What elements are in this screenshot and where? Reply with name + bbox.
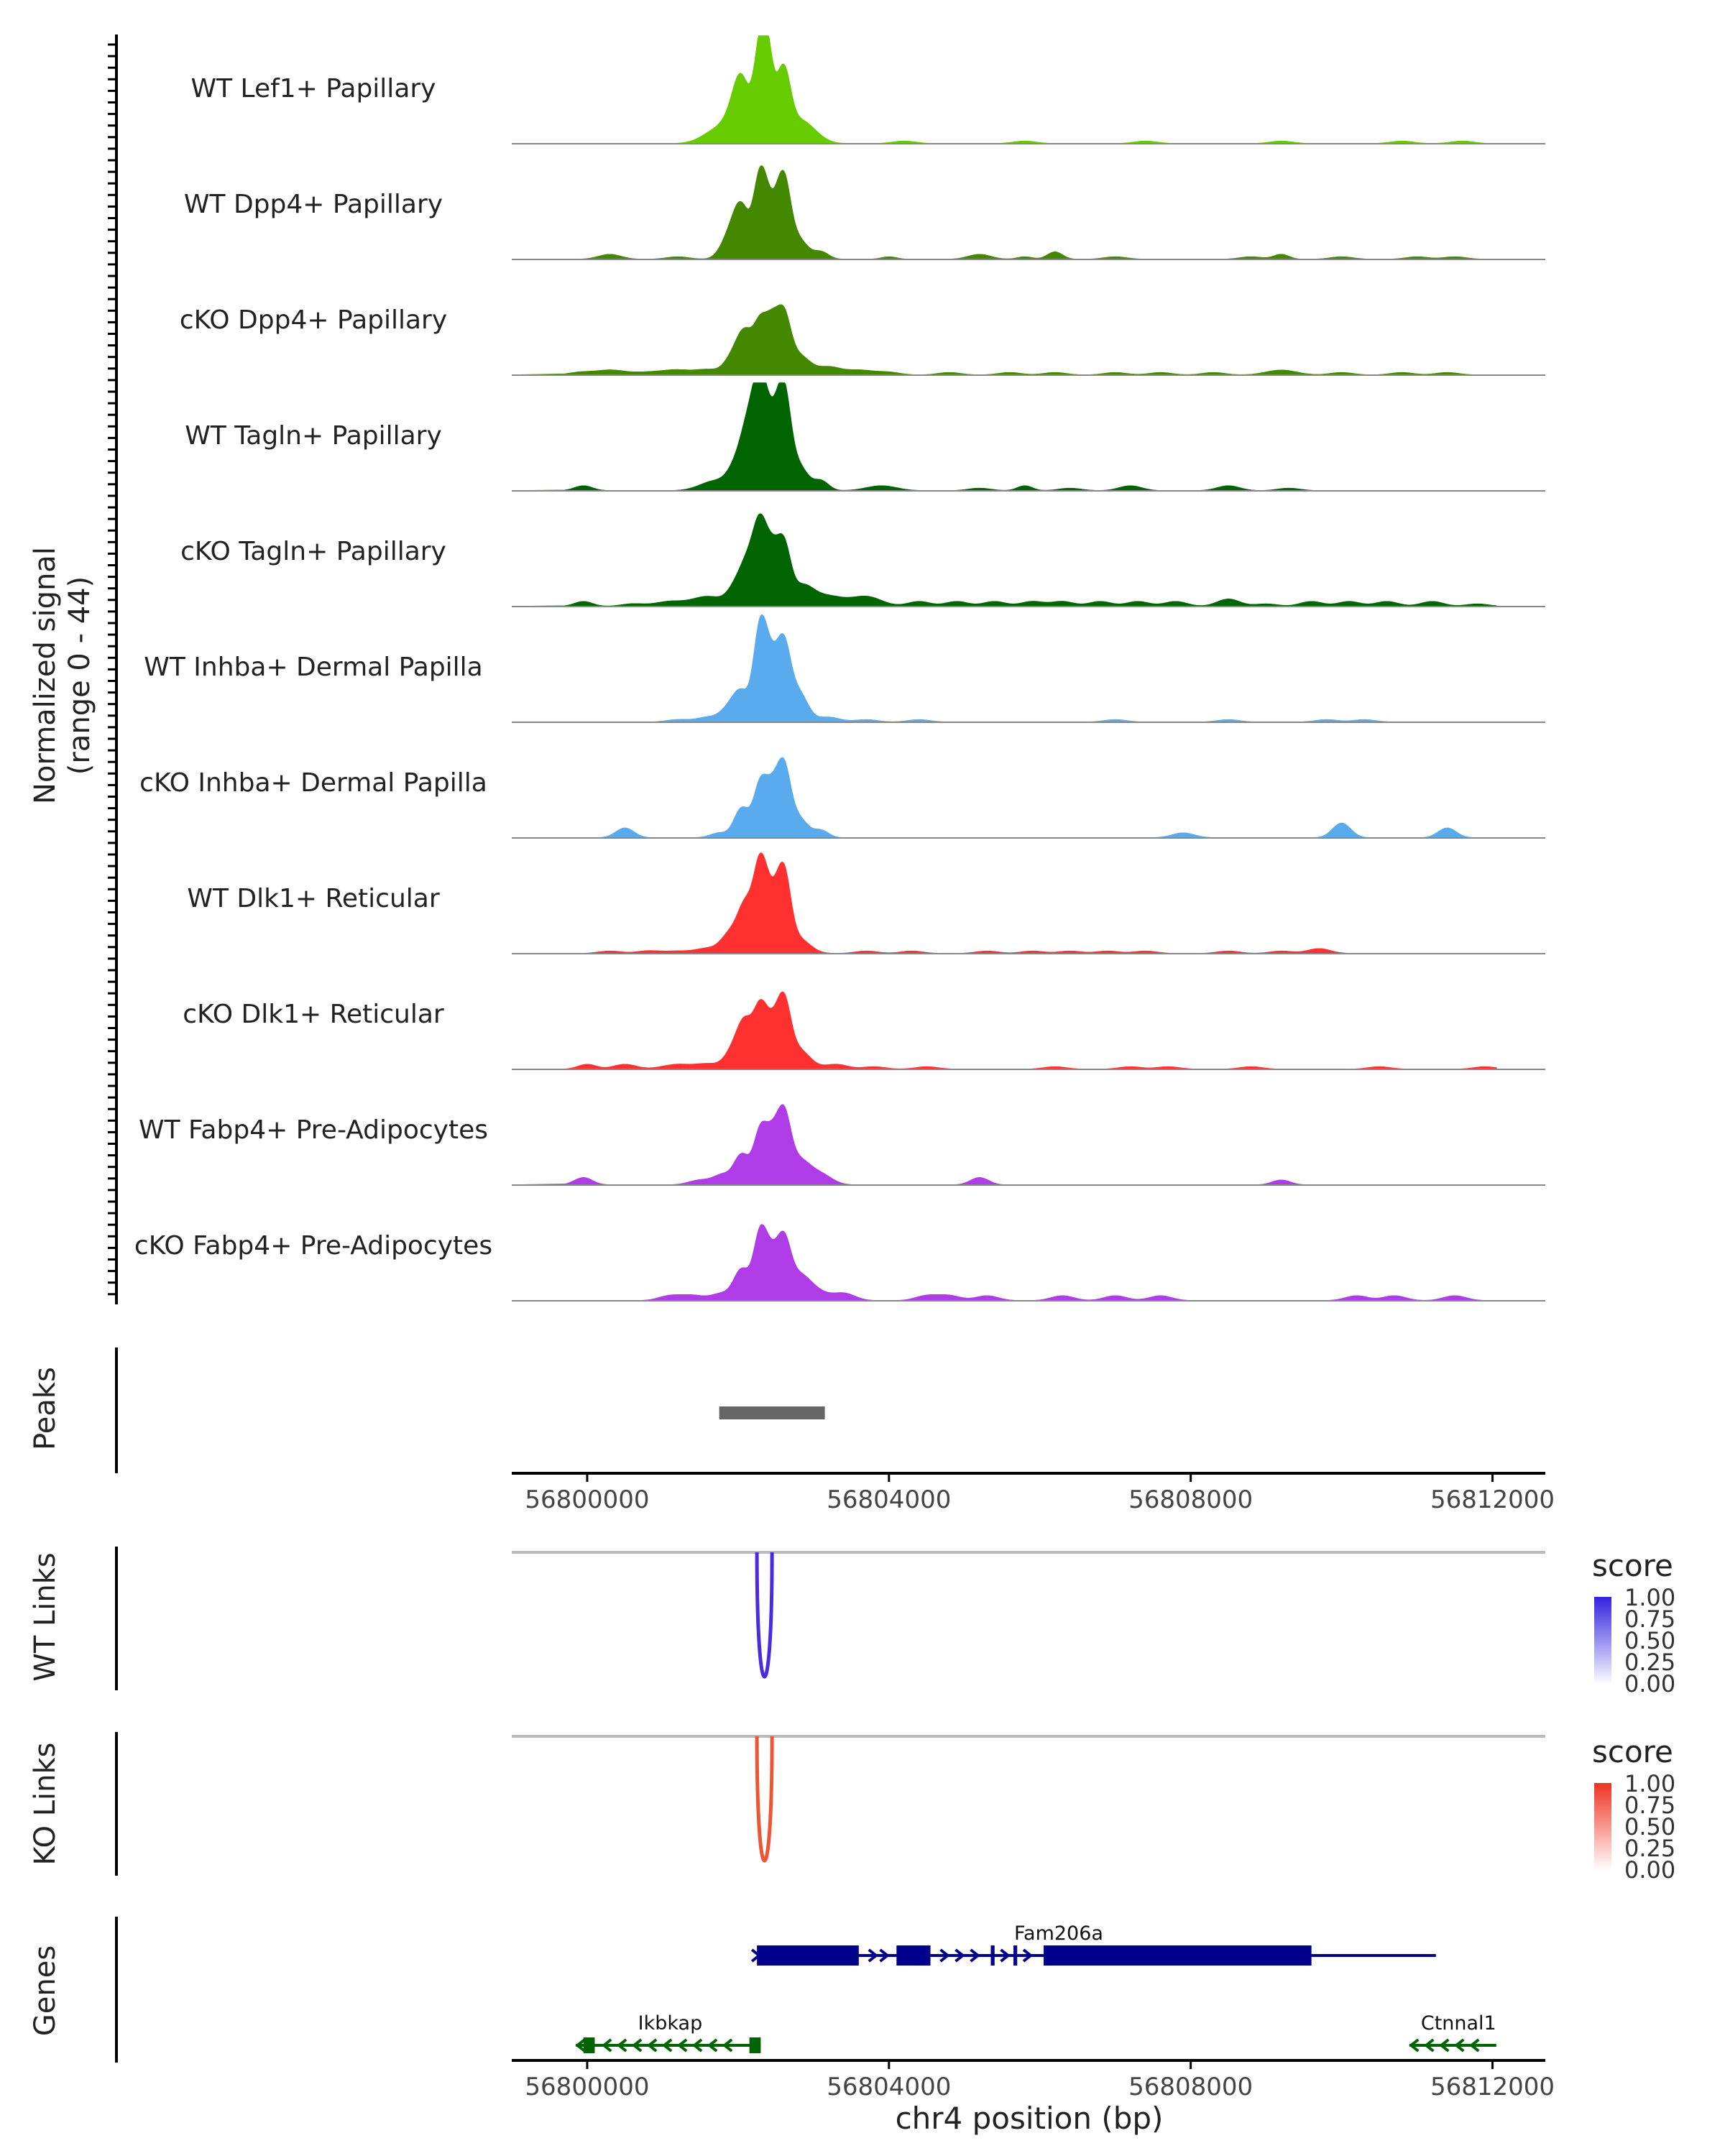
- track-label: WT Fabp4+ Pre-Adipocytes: [139, 1115, 488, 1145]
- track-signal-area: [512, 852, 1496, 954]
- gene-strand-arrow: [722, 2038, 733, 2053]
- gene-strand-arrow: [868, 1948, 879, 1963]
- track-label: WT Tagln+ Papillary: [185, 421, 442, 451]
- x-axis-tick-label: 56812000: [1430, 1485, 1555, 1514]
- gene-strand-arrow: [970, 1948, 980, 1963]
- track-signal-area: [511, 382, 1496, 492]
- track-label: WT Inhba+ Dermal Papilla: [144, 653, 482, 682]
- gene-strand-arrow: [602, 2038, 612, 2053]
- gene-exon: [1043, 1945, 1312, 1966]
- track-signal-area: [511, 991, 1497, 1070]
- wt-legend-tick: 1.00: [1624, 1584, 1675, 1611]
- x-axis-tick-label: 56808000: [1128, 1485, 1253, 1514]
- ko-legend-tick: 0.00: [1624, 1856, 1675, 1884]
- gene-strand-arrow: [1469, 2038, 1480, 2053]
- x-axis-tick-label: 56812000: [1430, 2073, 1555, 2101]
- links-tracks: [512, 1551, 1545, 1863]
- gene-strand-arrow: [661, 2038, 673, 2053]
- ko-links-label: KO Links: [29, 1743, 62, 1866]
- link-arc: [755, 1552, 774, 1679]
- track-label: cKO Inhba+ Dermal Papilla: [139, 768, 487, 798]
- peaks-track: [719, 1406, 825, 1419]
- x-axis-tick-label: 56804000: [827, 1485, 951, 1514]
- gene-name-label: Fam206a: [1014, 1922, 1103, 1945]
- gene-strand-arrow: [1000, 1948, 1011, 1963]
- x-axis-bottom: 56800000 56804000 56808000 56812000: [512, 2059, 1555, 2101]
- gene-exon: [1013, 1945, 1018, 1966]
- gene-strand-arrow: [750, 1948, 762, 1963]
- track-signal-area: [511, 513, 1497, 607]
- gene-strand-arrow: [1424, 2038, 1435, 2053]
- gene-strand-arrow: [575, 2038, 586, 2053]
- coverage-y-axis-range-label: (range 0 - 44): [63, 576, 96, 775]
- ko-links-score-legend: score 1.00 0.75 0.50 0.25 0.00: [1592, 1734, 1675, 1884]
- gene-strand-arrow: [879, 1948, 890, 1963]
- ko-legend-tick: 0.50: [1624, 1813, 1675, 1841]
- ko-legend-tick: 0.25: [1624, 1835, 1675, 1862]
- peaks-track-label: Peaks: [29, 1367, 62, 1450]
- ko-legend-tick: 1.00: [1624, 1770, 1675, 1797]
- x-axis-tick-label: 56800000: [525, 1485, 649, 1514]
- gene-exon: [749, 2037, 761, 2053]
- x-axis-title: chr4 position (bp): [896, 2101, 1164, 2136]
- gene-name-label: Ctnnal1: [1421, 2012, 1496, 2035]
- gene-strand-arrow: [631, 2038, 643, 2053]
- track-label: WT Dpp4+ Papillary: [184, 190, 443, 219]
- track-signal-area: [512, 614, 1496, 723]
- wt-legend-tick: 0.00: [1624, 1670, 1675, 1697]
- gene-strand-arrow: [1454, 2038, 1465, 2053]
- track-signal-area: [512, 1224, 1496, 1302]
- gene-strand-arrow: [676, 2038, 688, 2053]
- track-label: WT Lef1+ Papillary: [191, 74, 436, 103]
- gene-strand-arrow: [616, 2038, 627, 2053]
- wt-legend-title: score: [1592, 1548, 1673, 1583]
- wt-legend-tick: 0.25: [1624, 1649, 1675, 1676]
- track-signal-area: [511, 1104, 1496, 1186]
- gene-exon: [990, 1945, 995, 1966]
- gene-strand-arrow: [939, 1948, 950, 1963]
- gene-strand-arrow: [691, 2038, 703, 2053]
- ko-legend-colorbar: [1594, 1783, 1611, 1871]
- link-arc: [755, 1736, 774, 1863]
- track-signal-area: [512, 35, 1496, 144]
- genes-track-label: Genes: [29, 1945, 62, 2036]
- gene-strand-arrow: [646, 2038, 658, 2053]
- gene-strand-arrow: [1439, 2038, 1450, 2053]
- wt-links-label: WT Links: [29, 1552, 62, 1681]
- ko-legend-title: score: [1592, 1734, 1673, 1769]
- track-signal-area: [512, 165, 1496, 260]
- wt-links-score-legend: score 1.00 0.75 0.50 0.25 0.00: [1592, 1548, 1675, 1697]
- x-axis-tick-label: 56804000: [827, 2073, 951, 2101]
- x-axis-tick-label: 56808000: [1128, 2073, 1253, 2101]
- ko-legend-tick: 0.75: [1624, 1792, 1675, 1819]
- coverage-tracks: WT Lef1+ Papillary WT Dpp4+ Papillary cKO …: [134, 35, 1545, 1302]
- x-axis-tick-label: 56800000: [525, 2073, 649, 2101]
- track-signal-area: [511, 304, 1496, 376]
- coverage-y-axis-label: Normalized signal: [29, 547, 62, 804]
- gene-exon: [896, 1945, 931, 1966]
- gene-strand-arrow: [954, 1948, 965, 1963]
- peak-region: [719, 1406, 825, 1419]
- gene-strand-arrow: [1409, 2038, 1420, 2053]
- track-label: cKO Tagln+ Papillary: [180, 537, 446, 566]
- track-label: WT Dlk1+ Reticular: [187, 884, 439, 913]
- x-axis-middle: 56800000 56804000 56808000 56812000: [512, 1472, 1555, 1514]
- wt-legend-colorbar: [1594, 1597, 1611, 1685]
- gene-name-label: Ikbkap: [638, 2012, 703, 2035]
- wt-legend-tick: 0.75: [1624, 1606, 1675, 1633]
- gene-exon: [583, 2037, 595, 2053]
- genes-track: Fam206a Ikbkap Ctnnal1: [575, 1922, 1496, 2053]
- gene-exon: [757, 1945, 859, 1966]
- track-signal-area: [512, 757, 1496, 839]
- gene-strand-arrow: [707, 2038, 718, 2053]
- track-label: cKO Dlk1+ Reticular: [183, 1000, 444, 1029]
- track-label: cKO Fabp4+ Pre-Adipocytes: [134, 1231, 492, 1261]
- track-label: cKO Dpp4+ Papillary: [180, 305, 447, 335]
- gene-strand-arrow: [1022, 1948, 1034, 1963]
- wt-legend-tick: 0.50: [1624, 1627, 1675, 1654]
- coverage-axis: [108, 34, 118, 1304]
